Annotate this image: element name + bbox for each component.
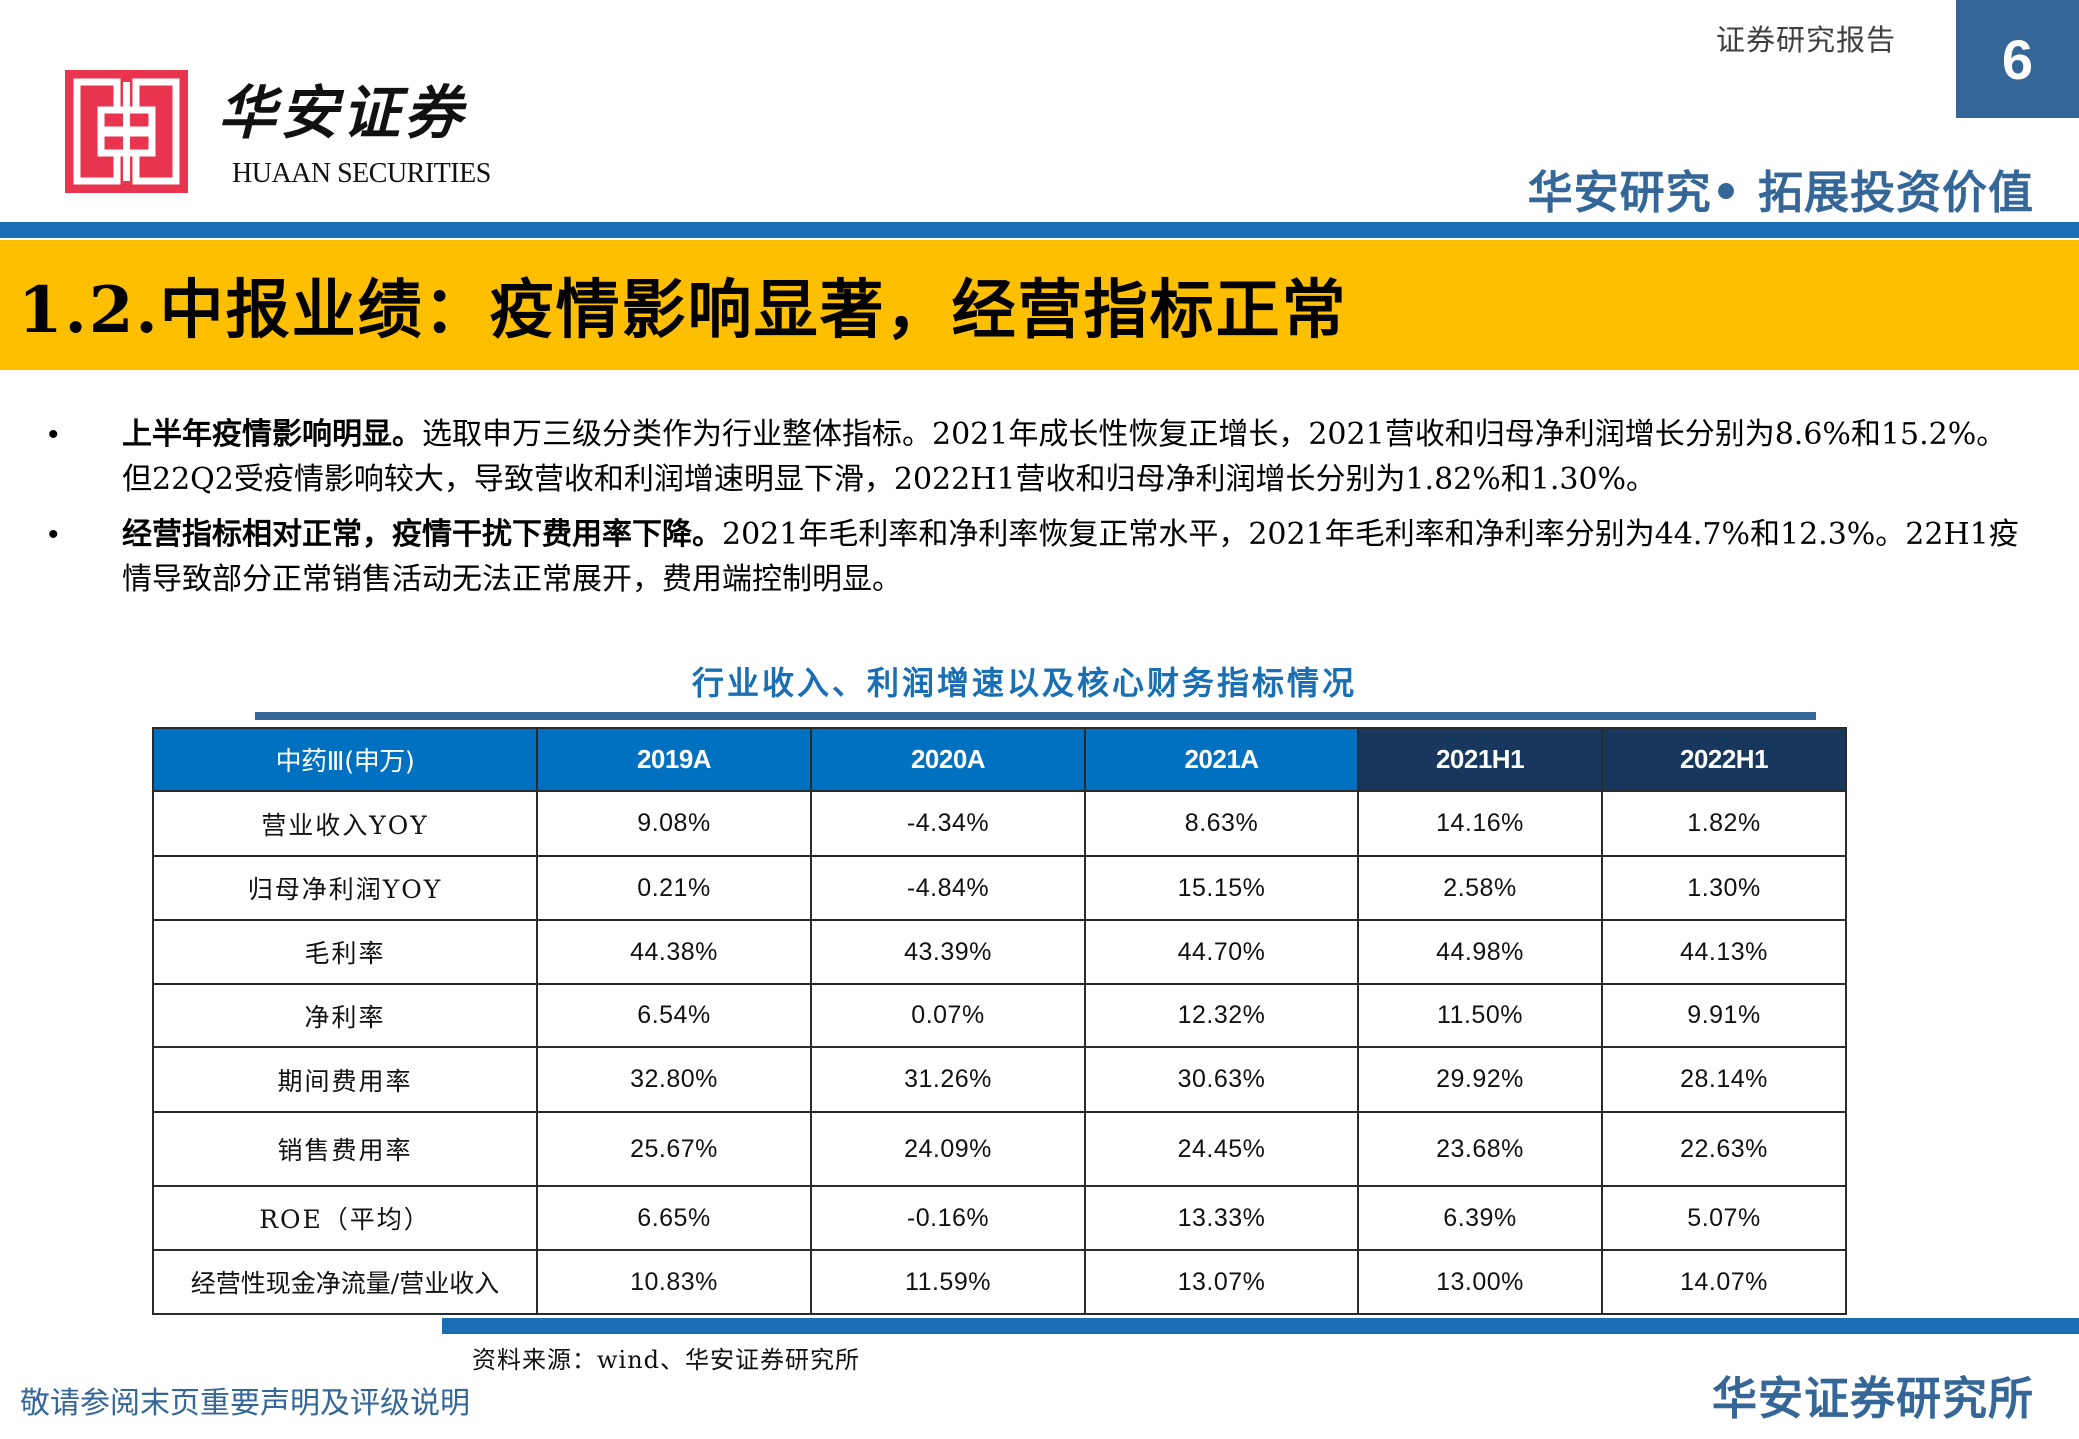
cell-value: 31.26%	[810, 1046, 1086, 1113]
cell-value: 9.08%	[536, 790, 812, 857]
cell-value: 13.33%	[1084, 1185, 1359, 1251]
cell-value: 24.45%	[1084, 1111, 1359, 1187]
table-row: 销售费用率 25.67% 24.09% 24.45% 23.68% 22.63%	[152, 1111, 1847, 1187]
cell-value: 11.59%	[810, 1249, 1086, 1315]
cell-value: 5.07%	[1601, 1185, 1847, 1251]
cell-value: 32.80%	[536, 1046, 812, 1113]
cell-value: -4.84%	[810, 855, 1086, 921]
data-source-note: 资料来源：wind、华安证券研究所	[472, 1346, 861, 1374]
column-header-2021a: 2021A	[1084, 727, 1359, 792]
cell-value: 44.38%	[536, 919, 812, 985]
bullet-item: • 上半年疫情影响明显。选取申万三级分类作为行业整体指标。2021年成长性恢复正…	[42, 412, 2032, 502]
section-title: 1.2.中报业绩：疫情影响显著，经营指标正常	[18, 273, 1348, 348]
row-label: 净利率	[152, 983, 538, 1048]
row-label: 营业收入YOY	[152, 790, 538, 857]
table-bottom-rule	[442, 1318, 2079, 1334]
bullet-heading: 经营指标相对正常，疫情干扰下费用率下降。	[122, 517, 722, 552]
cell-value: 11.50%	[1357, 983, 1603, 1048]
table-row: 经营性现金净流量/营业收入 10.83% 11.59% 13.07% 13.00…	[152, 1249, 1847, 1315]
page-number: 6	[2001, 27, 2034, 91]
cell-value: 8.63%	[1084, 790, 1359, 857]
row-label: 毛利率	[152, 919, 538, 985]
table-row: 净利率 6.54% 0.07% 12.32% 11.50% 9.91%	[152, 983, 1847, 1048]
section-title-bar: 1.2.中报业绩：疫情影响显著，经营指标正常	[0, 240, 2079, 370]
huaan-logo-icon	[65, 70, 188, 193]
cell-value: 44.13%	[1601, 919, 1847, 985]
cell-value: 15.15%	[1084, 855, 1359, 921]
cell-value: 9.91%	[1601, 983, 1847, 1048]
cell-value: 1.82%	[1601, 790, 1847, 857]
bullet-body: 2021年毛利率和净利率恢复正常水平，2021年毛利率和净利率分别为44.7%和…	[122, 517, 2019, 597]
row-label: 期间费用率	[152, 1046, 538, 1113]
cell-value: 24.09%	[810, 1111, 1086, 1187]
cell-value: 2.58%	[1357, 855, 1603, 921]
logo-english-name: HUAAN SECURITIES	[232, 158, 491, 189]
table-row: 营业收入YOY 9.08% -4.34% 8.63% 14.16% 1.82%	[152, 790, 1847, 857]
cell-value: 28.14%	[1601, 1046, 1847, 1113]
table-row: 归母净利润YOY 0.21% -4.84% 15.15% 2.58% 1.30%	[152, 855, 1847, 921]
table-top-rule	[255, 712, 1816, 720]
cell-value: 12.32%	[1084, 983, 1359, 1048]
cell-value: 0.07%	[810, 983, 1086, 1048]
column-header-2021h1: 2021H1	[1357, 727, 1603, 792]
table-header-row: 中药Ⅲ(申万) 2019A 2020A 2021A 2021H1 2022H1	[152, 727, 1847, 792]
bullet-dot-icon: •	[48, 418, 59, 451]
cell-value: 23.68%	[1357, 1111, 1603, 1187]
cell-value: 14.16%	[1357, 790, 1603, 857]
page-number-badge: 6	[1956, 0, 2079, 118]
cell-value: 13.00%	[1357, 1249, 1603, 1315]
row-label: ROE（平均）	[152, 1185, 538, 1251]
cell-value: 6.65%	[536, 1185, 812, 1251]
report-type-label: 证券研究报告	[1716, 23, 1897, 57]
row-label: 销售费用率	[152, 1111, 538, 1187]
cell-value: 30.63%	[1084, 1046, 1359, 1113]
row-label: 经营性现金净流量/营业收入	[152, 1249, 538, 1315]
financial-indicators-table: 中药Ⅲ(申万) 2019A 2020A 2021A 2021H1 2022H1 …	[152, 727, 1847, 1315]
cell-value: 10.83%	[536, 1249, 812, 1315]
cell-value: 0.21%	[536, 855, 812, 921]
header-divider	[0, 222, 2079, 238]
cell-value: 13.07%	[1084, 1249, 1359, 1315]
table-caption: 行业收入、利润增速以及核心财务指标情况	[0, 658, 2079, 704]
column-header-2022h1: 2022H1	[1601, 727, 1847, 792]
logo-chinese-name: 华安证券	[218, 79, 467, 147]
cell-value: -0.16%	[810, 1185, 1086, 1251]
table-row: ROE（平均） 6.65% -0.16% 13.33% 6.39% 5.07%	[152, 1185, 1847, 1251]
row-label: 归母净利润YOY	[152, 855, 538, 921]
cell-value: 1.30%	[1601, 855, 1847, 921]
cell-value: 6.39%	[1357, 1185, 1603, 1251]
bullet-item: • 经营指标相对正常，疫情干扰下费用率下降。2021年毛利率和净利率恢复正常水平…	[42, 512, 2032, 602]
table-row: 毛利率 44.38% 43.39% 44.70% 44.98% 44.13%	[152, 919, 1847, 985]
cell-value: 44.70%	[1084, 919, 1359, 985]
cell-value: 29.92%	[1357, 1046, 1603, 1113]
table-row: 期间费用率 32.80% 31.26% 30.63% 29.92% 28.14%	[152, 1046, 1847, 1113]
bullet-heading: 上半年疫情影响明显。	[122, 417, 422, 452]
bullet-body: 选取申万三级分类作为行业整体指标。2021年成长性恢复正增长，2021营收和归母…	[122, 417, 2007, 497]
cell-value: 44.98%	[1357, 919, 1603, 985]
table-caption-text: 行业收入、利润增速以及核心财务指标情况	[691, 664, 1357, 702]
cell-value: 43.39%	[810, 919, 1086, 985]
footer-organization: 华安证券研究所	[1711, 1372, 2034, 1425]
cell-value: 22.63%	[1601, 1111, 1847, 1187]
column-header-2019a: 2019A	[536, 727, 812, 792]
column-header-industry: 中药Ⅲ(申万)	[152, 727, 538, 792]
column-header-2020a: 2020A	[810, 727, 1086, 792]
cell-value: 6.54%	[536, 983, 812, 1048]
bullet-list: • 上半年疫情影响明显。选取申万三级分类作为行业整体指标。2021年成长性恢复正…	[42, 412, 2032, 612]
cell-value: 14.07%	[1601, 1249, 1847, 1315]
bullet-dot-icon: •	[48, 518, 59, 551]
disclaimer-link: 敬请参阅末页重要声明及评级说明	[20, 1386, 470, 1421]
slogan: 华安研究• 拓展投资价值	[1527, 166, 2034, 219]
cell-value: -4.34%	[810, 790, 1086, 857]
cell-value: 25.67%	[536, 1111, 812, 1187]
